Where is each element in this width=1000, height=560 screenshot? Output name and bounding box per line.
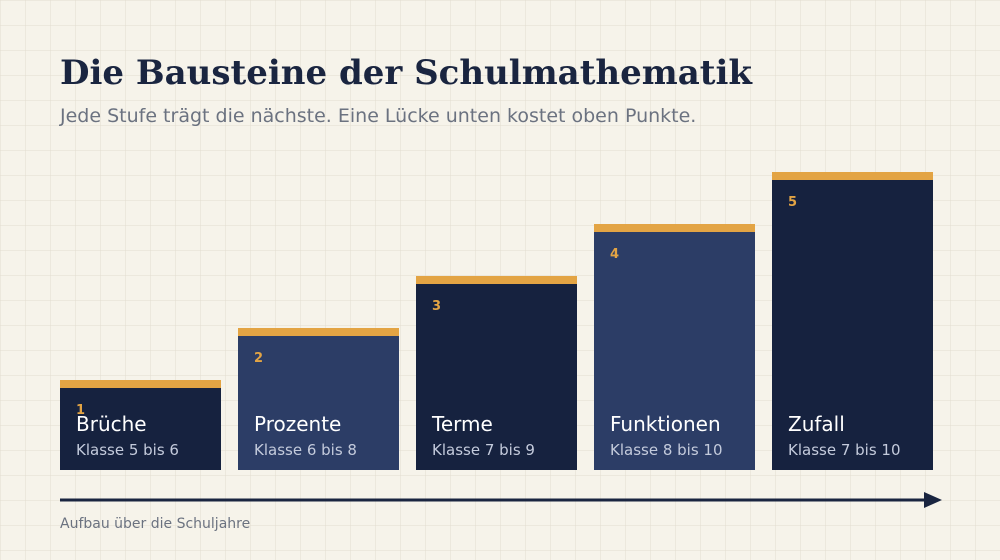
step-block [772, 172, 933, 470]
step-number: 5 [788, 195, 797, 210]
step-number: 4 [610, 247, 619, 262]
step-name: Brüche [76, 412, 147, 436]
caption: Aufbau über die Schuljahre [60, 516, 250, 532]
step-name: Prozente [254, 412, 341, 436]
step-name: Funktionen [610, 412, 721, 436]
step-cap [238, 328, 399, 336]
step-block [416, 276, 577, 470]
step-cap [416, 276, 577, 284]
step-grades: Klasse 5 bis 6 [76, 441, 179, 459]
step-block [594, 224, 755, 470]
step-cap [594, 224, 755, 232]
step-grades: Klasse 7 bis 10 [788, 441, 901, 459]
step-grades: Klasse 8 bis 10 [610, 441, 723, 459]
step-cap [772, 172, 933, 180]
step-block [60, 380, 221, 470]
arrow-head [924, 492, 942, 508]
step-block [238, 328, 399, 470]
step-name: Zufall [788, 412, 845, 436]
title: Die Bausteine der Schulmathematik [60, 53, 753, 93]
step-cap [60, 380, 221, 388]
step-name: Terme [431, 412, 493, 436]
step-grades: Klasse 7 bis 9 [432, 441, 535, 459]
step-grades: Klasse 6 bis 8 [254, 441, 357, 459]
step-number: 1 [76, 403, 85, 418]
step-number: 2 [254, 351, 263, 366]
subtitle: Jede Stufe trägt die nächste. Eine Lücke… [59, 105, 696, 127]
step-number: 3 [432, 299, 441, 314]
